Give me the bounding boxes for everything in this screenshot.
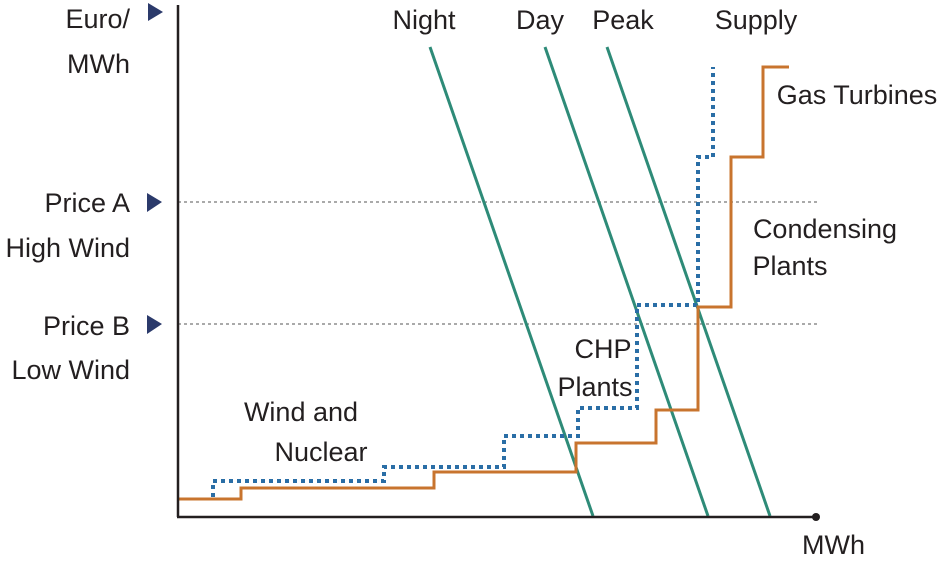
y-axis-label-line2: MWh [67, 49, 130, 79]
demand-label-day: Day [516, 5, 565, 35]
gas-turbines-label: Gas Turbines [777, 80, 938, 110]
y-axis-label-line1: Euro/ [65, 4, 130, 34]
price-a-sublabel: High Wind [5, 233, 130, 263]
supply-label: Supply [715, 5, 798, 35]
supply-curve-low-wind [178, 65, 789, 501]
price-a-arrow-icon [147, 193, 162, 212]
condensing-label-line2: Plants [752, 251, 827, 281]
price-b-label: Price B [43, 311, 130, 341]
price-b-sublabel: Low Wind [11, 355, 130, 385]
chp-label-line2: Plants [557, 372, 632, 402]
price-a-label: Price A [44, 188, 130, 218]
x-axis-label: MWh [802, 530, 865, 560]
demand-curve-day [543, 46, 710, 517]
supply-curve-high-wind [211, 67, 715, 497]
wind-nuclear-label-line1: Wind and [244, 397, 358, 427]
chp-label-line1: CHP [574, 334, 631, 364]
demand-curve-peak [605, 46, 772, 517]
demand-label-night: Night [392, 5, 456, 35]
price-b-arrow-icon [147, 315, 162, 334]
demand-curve-night [428, 46, 595, 517]
wind-nuclear-label-line2: Nuclear [274, 437, 367, 467]
x-axis-end-dot [812, 513, 820, 521]
condensing-label-line1: Condensing [753, 214, 897, 244]
demand-label-peak: Peak [592, 5, 654, 35]
y-axis-arrow-icon [148, 3, 163, 21]
